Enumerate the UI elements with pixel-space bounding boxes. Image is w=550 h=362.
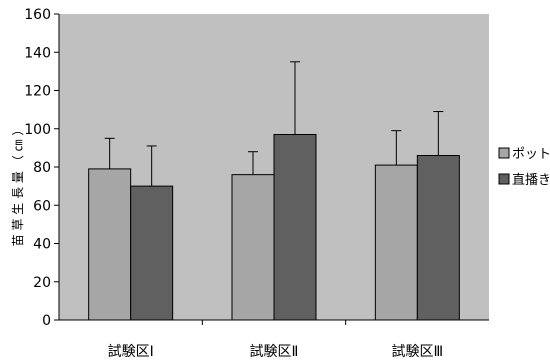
- legend-label: 直播き: [512, 173, 550, 188]
- y-tick-label: 80: [33, 160, 51, 176]
- y-tick-label: 140: [24, 45, 51, 61]
- bar: [130, 185, 174, 321]
- x-category-label: 試験区Ⅲ: [392, 344, 444, 360]
- bar: [88, 168, 132, 321]
- bar: [416, 155, 460, 321]
- y-tick-label: 160: [24, 7, 51, 23]
- y-tick-label: 100: [24, 122, 51, 138]
- y-axis-title: 苗 草 生 長 量 （ ㎝ ）: [11, 124, 25, 247]
- bar: [231, 174, 275, 321]
- y-tick-label: 20: [33, 275, 51, 291]
- legend-label: ポット: [512, 147, 550, 162]
- x-category-label: 試験区Ⅱ: [250, 344, 299, 360]
- legend-swatch: [498, 147, 510, 159]
- x-category-label: 試験区Ⅰ: [108, 344, 154, 360]
- bar: [374, 164, 418, 321]
- y-tick-label: 120: [24, 84, 51, 100]
- y-tick-label: 40: [33, 237, 51, 253]
- y-tick-label: 60: [33, 198, 51, 214]
- bar: [273, 133, 317, 321]
- legend-swatch: [498, 173, 510, 185]
- y-tick-label: 0: [42, 313, 51, 329]
